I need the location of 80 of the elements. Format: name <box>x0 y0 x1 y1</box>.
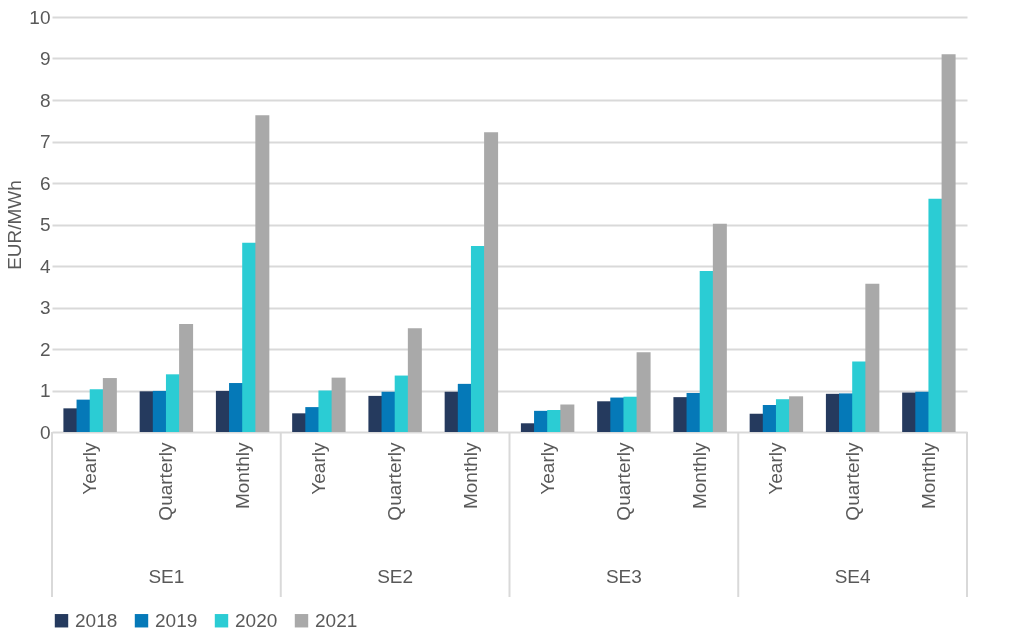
bar <box>318 390 333 432</box>
x-tick-label: Quarterly <box>155 442 177 521</box>
bar <box>215 390 230 432</box>
y-tick-label: 1 <box>39 380 51 401</box>
bar <box>457 383 472 432</box>
bar <box>520 423 535 432</box>
bar <box>152 390 167 432</box>
y-tick-label: 7 <box>39 131 51 152</box>
bar <box>789 396 804 432</box>
bar <box>102 378 117 432</box>
bar <box>63 408 78 432</box>
x-tick-label: Monthly <box>460 442 482 510</box>
bar <box>381 391 396 432</box>
bar <box>865 283 880 432</box>
bar <box>76 399 91 432</box>
x-tick-label: Yearly <box>307 442 329 495</box>
bar <box>839 393 854 432</box>
bar <box>484 132 499 432</box>
bar <box>941 54 956 432</box>
bar <box>255 115 270 432</box>
bar <box>610 397 625 432</box>
y-tick-label: 2 <box>39 338 51 360</box>
legend-label: 2021 <box>315 609 358 631</box>
bar <box>636 352 651 432</box>
text: SE1 <box>148 566 185 587</box>
bar <box>165 374 180 432</box>
legend-label: 2019 <box>155 609 198 631</box>
bar <box>229 383 244 432</box>
legend-label: 2020 <box>235 609 278 631</box>
bar <box>762 405 777 432</box>
bar <box>928 198 943 432</box>
x-tick-label: Quarterly <box>841 442 863 521</box>
bar <box>368 395 383 432</box>
x-tick-label: Yearly <box>79 442 101 495</box>
bar <box>547 410 562 432</box>
bar <box>444 391 459 432</box>
bar <box>852 361 867 432</box>
bar <box>292 413 307 432</box>
legend-label: 2018 <box>75 609 118 631</box>
text: SE2 <box>377 566 414 587</box>
bar <box>623 396 638 432</box>
y-tick-label: 6 <box>39 172 51 194</box>
bar <box>179 324 194 432</box>
x-tick-label: Monthly <box>231 442 253 510</box>
y-tick-label: 5 <box>39 214 51 235</box>
y-tick-label: 3 <box>39 297 51 318</box>
text: SE3 <box>605 566 642 587</box>
y-tick-label: 8 <box>39 89 51 111</box>
bar <box>902 392 917 432</box>
x-tick-label: Quarterly <box>612 442 634 521</box>
bar <box>407 328 422 432</box>
bar <box>139 391 154 432</box>
bar <box>673 397 688 432</box>
bar <box>305 407 320 432</box>
x-tick-label: Yearly <box>765 442 787 495</box>
bar <box>394 375 409 432</box>
bar <box>534 410 549 432</box>
bar <box>825 393 840 432</box>
bar <box>470 246 485 432</box>
y-tick-label: 4 <box>39 255 51 277</box>
x-tick-label: Monthly <box>917 442 939 510</box>
bar <box>915 391 930 432</box>
x-tick-label: Yearly <box>536 442 558 495</box>
bar <box>560 404 575 432</box>
text: SE4 <box>834 566 872 587</box>
bar <box>699 270 714 432</box>
y-tick-label: 10 <box>29 6 51 28</box>
bar <box>712 223 727 432</box>
bar <box>775 399 790 432</box>
bar <box>89 389 104 432</box>
y-axis-title: EUR/MWh <box>4 180 26 270</box>
bar <box>331 377 346 432</box>
x-tick-label: Monthly <box>689 442 711 510</box>
bar <box>686 392 701 432</box>
bar <box>749 413 764 432</box>
y-tick-label: 9 <box>39 48 51 69</box>
bar <box>597 401 612 432</box>
x-tick-label: Quarterly <box>384 442 406 521</box>
bar <box>242 242 257 432</box>
y-tick-label: 0 <box>39 421 51 443</box>
